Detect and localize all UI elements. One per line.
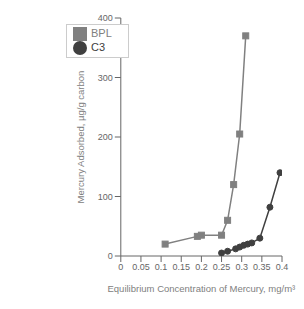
svg-text:0: 0 [108,251,113,261]
svg-text:Mercury Adsorbed, µg/g carbon: Mercury Adsorbed, µg/g carbon [75,71,86,204]
svg-text:0.15: 0.15 [172,262,190,272]
svg-text:300: 300 [98,73,113,83]
svg-text:100: 100 [98,192,113,202]
svg-text:Equilibrium Concentration of M: Equilibrium Concentration of Mercury, mg… [108,283,296,294]
svg-text:0.2: 0.2 [195,262,208,272]
svg-text:0.3: 0.3 [235,262,248,272]
svg-text:0.4: 0.4 [276,262,289,272]
svg-text:0.25: 0.25 [213,262,231,272]
svg-text:0.35: 0.35 [253,262,271,272]
html-text:C3: C3 [91,41,106,54]
svg-text:200: 200 [98,132,113,142]
svg-text:0.1: 0.1 [155,262,168,272]
svg-text:0.05: 0.05 [132,262,150,272]
svg-text:0: 0 [118,262,123,272]
html-text:BPL: BPL [91,27,112,39]
svg-text:400: 400 [98,13,113,23]
